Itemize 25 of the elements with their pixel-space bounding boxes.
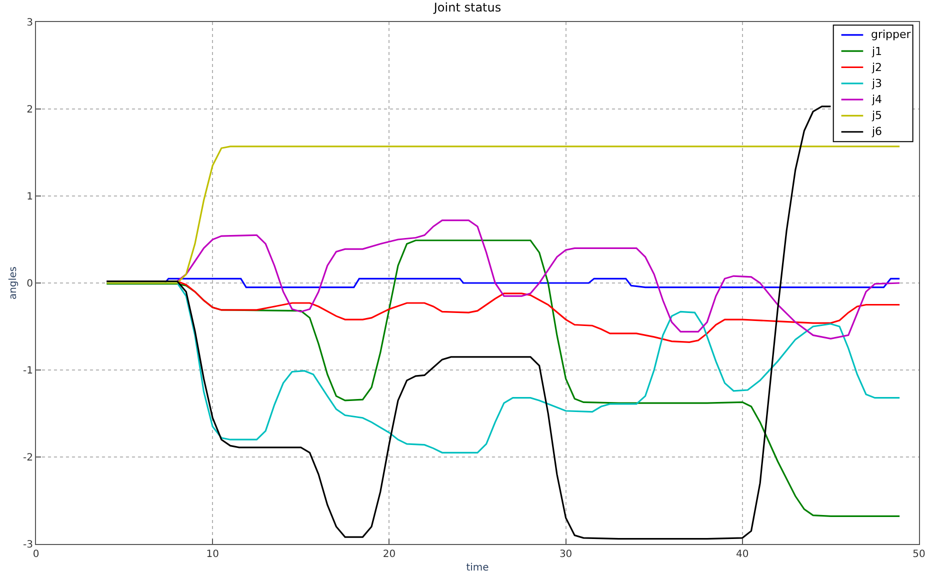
y-tick-label: -1 xyxy=(23,366,33,376)
x-tick-label: 10 xyxy=(206,549,219,560)
y-axis-title: angles xyxy=(8,266,20,300)
legend-label: j3 xyxy=(871,77,882,90)
legend-label: j1 xyxy=(871,45,882,58)
y-tick-label: 3 xyxy=(26,18,33,28)
line-series xyxy=(106,240,900,517)
x-tick-label: 50 xyxy=(912,549,926,560)
x-tick-label: 40 xyxy=(736,549,749,560)
chart-title: Joint status xyxy=(432,0,502,14)
legend-label: j4 xyxy=(871,93,882,106)
y-tick-label: -3 xyxy=(23,540,33,550)
x-tick-label: 20 xyxy=(382,549,396,560)
legend-label: gripper xyxy=(871,28,912,41)
line-series xyxy=(106,146,900,284)
y-tick-label: 2 xyxy=(26,104,33,116)
legend-label: j2 xyxy=(871,61,882,74)
legend-label: j6 xyxy=(871,125,882,138)
y-tick-label: 0 xyxy=(26,278,33,290)
x-axis-title: time xyxy=(466,562,489,574)
y-tick-label: 1 xyxy=(26,192,33,202)
line-series xyxy=(106,106,832,540)
x-tick-label: 30 xyxy=(559,549,572,560)
legend-label: j5 xyxy=(871,109,882,122)
y-tick-label: -2 xyxy=(23,452,33,464)
